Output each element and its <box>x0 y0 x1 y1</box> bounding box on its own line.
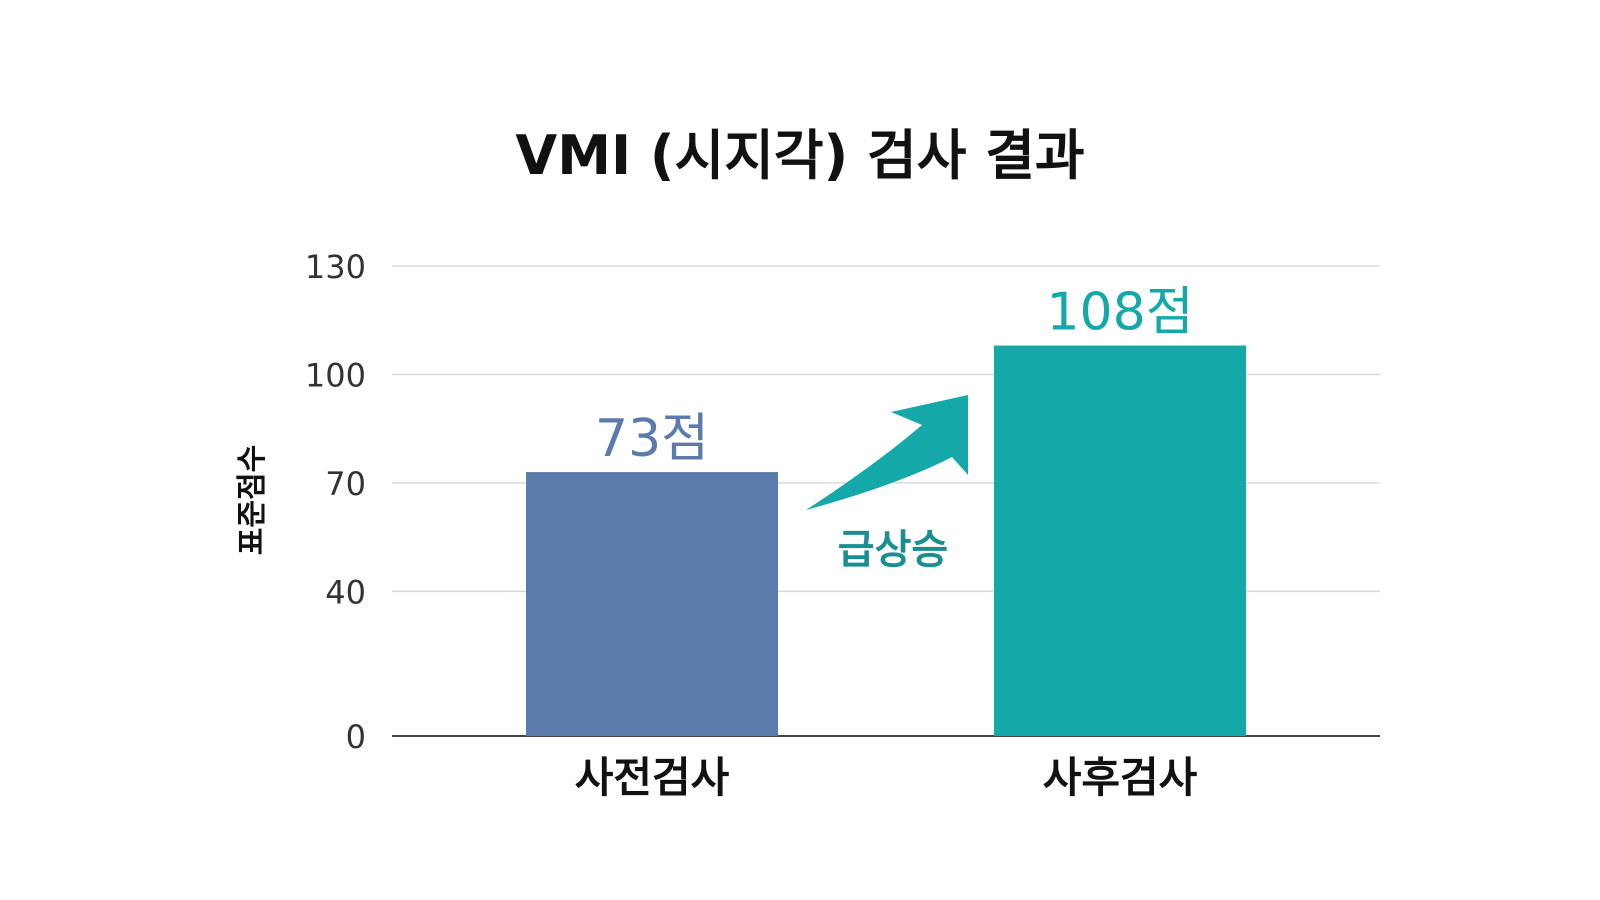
y-tick-label: 130 <box>305 248 366 286</box>
y-tick-label: 100 <box>305 356 366 394</box>
category-label-2: 사후검사 <box>1043 753 1198 802</box>
chart-title: VMI (시지각) 검사 결과 <box>515 124 1084 187</box>
rise-annotation: 급상승 <box>838 527 948 573</box>
value-labels: 73점 108점 <box>595 283 1194 470</box>
category-label-1: 사전검사 <box>575 753 730 802</box>
y-tick-labels: 0 40 70 100 130 <box>305 248 366 756</box>
value-label-1: 73점 <box>595 409 709 469</box>
category-labels: 사전검사 사후검사 <box>575 753 1198 802</box>
y-tick-label: 0 <box>346 718 366 756</box>
value-label-2: 108점 <box>1046 283 1193 343</box>
rise-arrow-icon <box>806 395 968 510</box>
bars <box>526 345 1246 736</box>
y-tick-label: 40 <box>325 573 366 611</box>
y-tick-label: 70 <box>325 465 366 503</box>
bar-2 <box>994 345 1246 736</box>
y-axis-label: 표준점수 <box>235 445 270 555</box>
bar-1 <box>526 472 778 736</box>
